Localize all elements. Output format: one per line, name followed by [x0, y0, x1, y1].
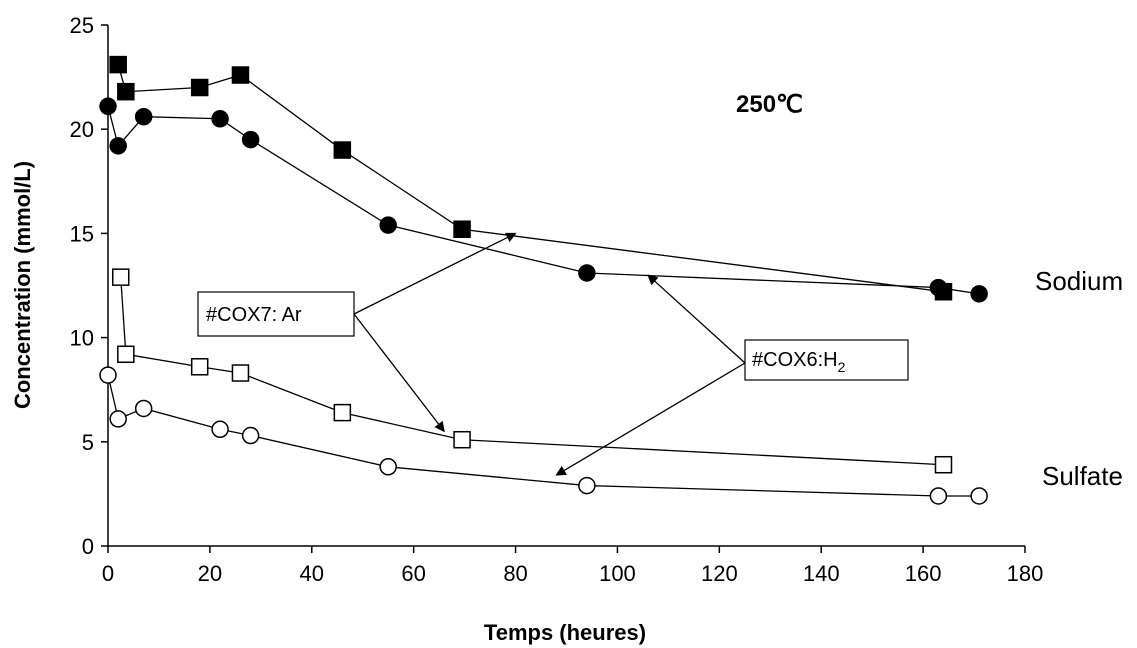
data-point [241, 426, 260, 445]
callout-cox6-label-main: #COX6:H [752, 349, 838, 371]
axes: 0 5 10 15 20 25 0 20 40 60 80 100 120 140 160 180 [70, 13, 1044, 586]
series-layer [99, 55, 988, 505]
data-point [99, 366, 117, 384]
x-tick-label: 60 [401, 561, 425, 586]
y-tick-label: 20 [70, 117, 94, 142]
data-point [211, 420, 229, 439]
x-tick-label: 40 [300, 561, 324, 586]
x-tick-label: 140 [803, 561, 840, 586]
y-tick-label: 10 [70, 326, 94, 351]
data-point [134, 399, 153, 418]
data-point [99, 97, 117, 116]
data-point [453, 430, 471, 449]
data-point [333, 403, 352, 422]
data-point [117, 82, 135, 101]
data-point [190, 78, 209, 97]
data-point [970, 487, 988, 505]
series-open-circle [99, 366, 988, 505]
callout-cox6-box [744, 339, 909, 381]
callout-cox7-arrow-top [353, 232, 517, 315]
series-open-square [111, 268, 953, 474]
callout-cox6: #COX6:H2 [555, 274, 909, 476]
callout-cox7: #COX7: Ar [197, 232, 517, 433]
data-point [929, 487, 948, 505]
data-point [117, 345, 135, 364]
callout-cox6-label-subscript: 2 [838, 359, 846, 375]
y-tick-label: 5 [82, 430, 94, 455]
x-tick-label: 100 [599, 561, 636, 586]
x-tick-label: 0 [102, 561, 114, 586]
y-axis-title: Concentration (mmol/L) [10, 161, 35, 409]
y-tick-label: 25 [70, 13, 94, 38]
data-point [379, 216, 397, 234]
data-point [109, 55, 127, 74]
data-point [111, 268, 130, 286]
data-point [934, 455, 953, 474]
callout-cox6-label: #COX6:H2 [752, 349, 846, 375]
series-line [107, 106, 980, 295]
data-point [109, 137, 127, 155]
x-tick-label: 20 [198, 561, 222, 586]
data-point [231, 66, 250, 84]
data-point [333, 141, 352, 159]
series-filled-square [109, 55, 953, 301]
data-point [453, 220, 471, 238]
sulfate-label: Sulfate [1042, 461, 1123, 491]
callout-cox6-arrow-bottom [555, 362, 746, 476]
series-line [117, 64, 944, 293]
data-point [379, 458, 397, 476]
data-point [231, 364, 250, 382]
data-point [970, 285, 988, 303]
x-tick-label: 120 [701, 561, 738, 586]
data-point [929, 278, 948, 297]
x-ticks: 0 20 40 60 80 100 120 140 160 180 [102, 546, 1043, 586]
data-point [578, 264, 596, 282]
series-line [107, 374, 980, 497]
y-ticks: 0 5 10 15 20 25 [70, 13, 108, 559]
callout-cox7-arrow-bottom [353, 313, 445, 433]
data-point [211, 110, 229, 128]
x-tick-label: 160 [905, 561, 942, 586]
callout-cox6-arrow-top [647, 274, 746, 364]
data-point [241, 130, 260, 149]
data-point [134, 107, 153, 126]
series-filled-circle [99, 97, 988, 303]
x-tick-label: 80 [503, 561, 527, 586]
y-tick-label: 0 [82, 534, 94, 559]
x-tick-label: 180 [1007, 561, 1044, 586]
data-point [578, 476, 596, 495]
y-tick-label: 15 [70, 221, 94, 246]
x-axis-title: Temps (heures) [484, 620, 646, 645]
callout-cox7-box [197, 291, 355, 337]
sodium-label: Sodium [1035, 266, 1123, 296]
data-point [109, 410, 127, 428]
temperature-label: 250℃ [736, 91, 803, 118]
callout-cox7-label: #COX7: Ar [206, 304, 302, 326]
data-point [190, 358, 209, 376]
